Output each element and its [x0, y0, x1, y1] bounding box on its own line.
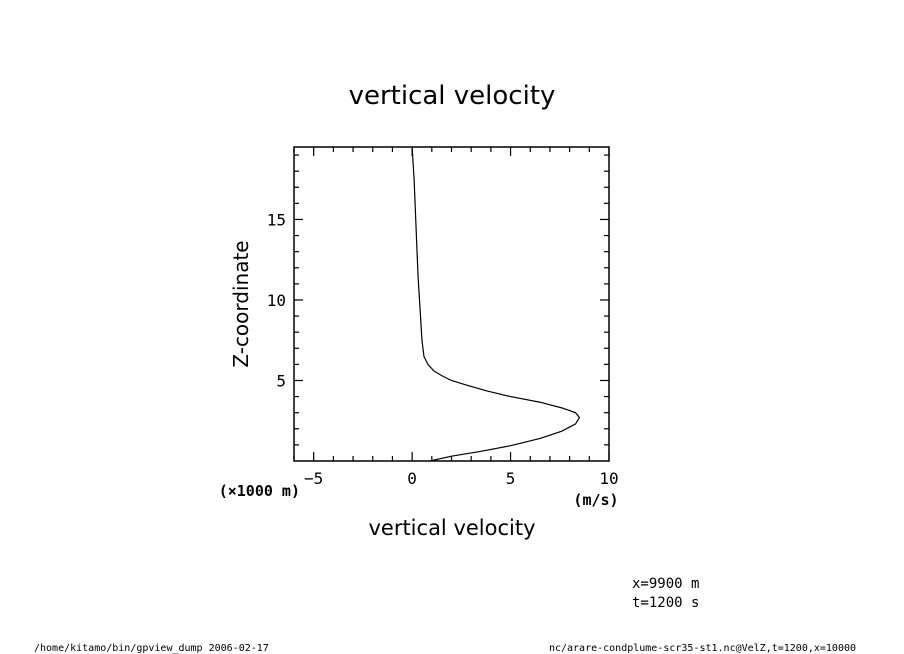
chart-title: vertical velocity: [349, 81, 556, 111]
x-tick-label: −5: [304, 469, 323, 488]
y-tick-label: 10: [267, 291, 286, 310]
plot-frame: [293, 146, 610, 462]
annotation-x-position: x=9900 m: [632, 576, 699, 592]
x-tick-label: 0: [407, 469, 417, 488]
y-axis-label: Z-coordinate: [229, 240, 253, 367]
x-tick-label: 5: [506, 469, 516, 488]
x-tick-label: 10: [599, 469, 618, 488]
footer-right: nc/arare-condplume-scr35-st1.nc@VelZ,t=1…: [549, 643, 856, 654]
annotation-time: t=1200 s: [632, 595, 699, 611]
y-tick-label: 5: [276, 371, 286, 390]
velocity-profile-line: [411, 146, 581, 462]
y-tick-label: 15: [267, 210, 286, 229]
x-tick-labels: −5 0 5 10: [304, 469, 619, 488]
x-unit-label: (m/s): [573, 491, 618, 509]
y-tick-labels: 5 10 15: [267, 210, 286, 390]
x-axis-label: vertical velocity: [368, 516, 535, 540]
footer-left: /home/kitamo/bin/gpview_dump 2006-02-17: [34, 643, 269, 654]
y-unit-label: (×1000 m): [219, 482, 300, 500]
axis-ticks: [293, 147, 610, 461]
